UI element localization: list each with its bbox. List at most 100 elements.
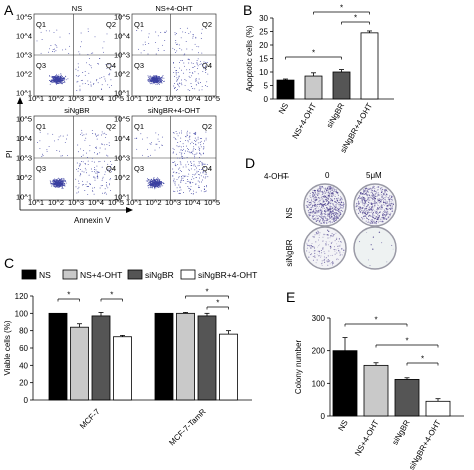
colony-dot [341,204,343,206]
colony-dot [325,213,327,216]
colony-dot [378,213,380,215]
flow-event-dot [80,32,82,34]
flow-y-tick-label: 10^1 [16,89,32,98]
colony-dot [311,198,313,200]
flow-event-dot [200,160,202,162]
colony-dot [333,217,335,219]
colony-dot [362,212,364,214]
colony-dot [386,209,388,211]
flow-x-tick-label: 10^1 [28,198,44,207]
flow-event-dot [52,79,54,81]
flow-event-dot [81,79,83,81]
flow-event-dot [182,166,184,168]
colony-dot [322,200,324,202]
colony-dot [326,207,327,209]
flow-event-dot [183,54,185,56]
colony-dot [388,216,390,218]
colony-dot [359,201,361,203]
flow-event-dot [189,181,191,183]
flow-event-dot [99,77,101,79]
flow-event-dot [95,135,97,137]
colony-dot [329,192,331,194]
colony-dot [318,218,319,220]
colony-dot [388,207,389,209]
colony-dot [331,221,333,223]
colony-dot [368,191,370,193]
flow-event-dot [79,85,81,87]
flow-event-dot [39,147,41,149]
colony-dot [362,218,364,220]
flow-event-dot [176,187,178,189]
colony-dot [381,197,383,199]
colony-dot [373,201,375,202]
flow-event-dot [57,180,59,182]
flow-event-dot [60,180,62,182]
colony-dot [343,203,345,205]
colony-dot [330,187,332,189]
flow-event-dot [199,148,201,150]
flow-event-dot [195,141,197,143]
flow-event-dot [62,135,64,137]
flow-event-dot [177,89,179,91]
y-tick-label: 0 [264,95,269,104]
flow-event-dot [46,149,48,151]
colony-dot [319,204,321,206]
flow-event-dot [58,183,60,185]
colony-dot [383,209,385,211]
flow-event-dot [145,180,147,182]
colony-dot [362,189,364,191]
flow-event-dot [101,131,103,133]
colony-dot [334,251,336,252]
flow-event-dot [82,154,84,156]
colony-dot [377,209,379,210]
flow-event-dot [108,64,110,66]
colony-dot [325,188,327,190]
colony-dot [328,210,330,212]
colony-dot [309,204,311,206]
flow-event-dot [190,181,192,183]
colony-dot [381,221,383,223]
flow-event-dot [59,178,61,180]
flow-event-dot [188,187,190,189]
flow-event-dot [149,75,151,77]
flow-event-dot [58,186,60,188]
colony-dot [329,220,331,222]
colony-dot [364,207,366,210]
flow-event-dot [58,74,60,76]
colony-dot [317,188,319,190]
flow-event-dot [174,88,176,89]
colony-dot [323,201,325,203]
colony-dot [366,203,367,204]
flow-event-dot [157,182,159,184]
colony-dot [332,241,333,243]
flow-event-dot [107,163,109,165]
flow-event-dot [199,181,201,183]
flow-event-dot [149,76,151,78]
colony-dot [330,198,332,200]
colony-dot [341,210,344,213]
flow-event-dot [100,134,102,136]
colony-dot [316,259,318,261]
colony-dot [310,212,312,214]
colony-dot [371,194,373,196]
flow-event-dot [176,172,178,173]
colony-dot [314,234,316,236]
colony-dot [329,191,331,193]
flow-event-dot [192,63,194,65]
flow-event-dot [104,188,106,190]
flow-y-tick-label: 10^2 [114,173,130,182]
colony-dot [372,208,374,210]
colony-dot [322,192,324,194]
flow-event-dot [198,83,200,85]
colony-dot [383,199,385,201]
colony-dot [318,222,320,224]
flow-event-dot [56,183,58,185]
flow-event-dot [189,132,191,134]
colony-dot [373,194,374,196]
flow-event-dot [184,175,186,177]
quadrant-label-q2: Q2 [202,20,212,29]
flow-event-dot [201,162,203,164]
flow-event-dot [80,161,82,162]
colony-dot [341,207,343,209]
